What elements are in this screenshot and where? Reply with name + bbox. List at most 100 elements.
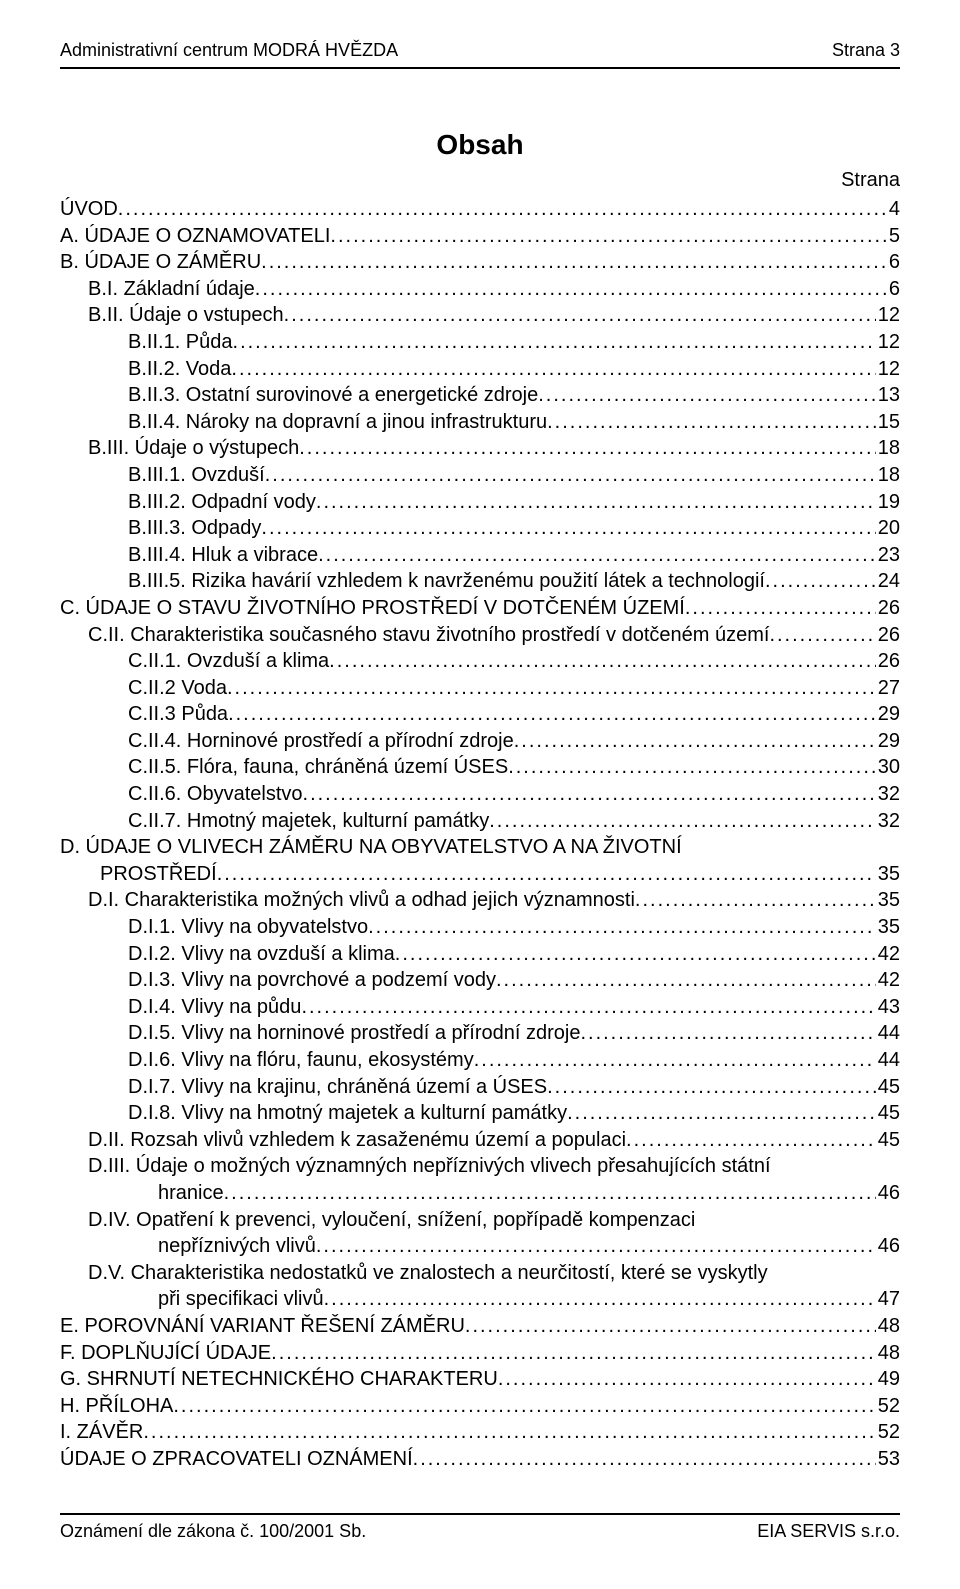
toc-text: B.III.1. Ovzduší bbox=[128, 462, 265, 489]
toc-page: 35 bbox=[876, 887, 900, 914]
toc-page: 26 bbox=[876, 595, 900, 622]
toc-page: 12 bbox=[876, 329, 900, 356]
toc-page: 52 bbox=[876, 1393, 900, 1420]
table-of-contents: ÚVOD4A. ÚDAJE O OZNAMOVATELI5B. ÚDAJE O … bbox=[60, 196, 900, 1473]
toc-text: C.II.7. Hmotný majetek, kulturní památky bbox=[128, 808, 489, 835]
toc-entry: D.I.8. Vlivy na hmotný majetek a kulturn… bbox=[60, 1100, 900, 1127]
toc-leader bbox=[301, 994, 875, 1021]
toc-entry-cont: nepříznivých vlivů46 bbox=[60, 1233, 900, 1260]
toc-text: C.II.3 Půda bbox=[128, 701, 228, 728]
toc-entry: C.II.5. Flóra, fauna, chráněná území ÚSE… bbox=[60, 754, 900, 781]
toc-page: 18 bbox=[876, 462, 900, 489]
toc-text: B. ÚDAJE O ZÁMĚRU bbox=[60, 249, 261, 276]
toc-page: 12 bbox=[876, 302, 900, 329]
header-left: Administrativní centrum MODRÁ HVĚZDA bbox=[60, 40, 398, 61]
toc-entry: B.I. Základní údaje6 bbox=[60, 276, 900, 303]
toc-text: B.II.4. Nároky na dopravní a jinou infra… bbox=[128, 409, 547, 436]
toc-leader bbox=[489, 808, 876, 835]
toc-text: C. ÚDAJE O STAVU ŽIVOTNÍHO PROSTŘEDÍ V D… bbox=[60, 595, 685, 622]
toc-entry: C.II.3 Půda 29 bbox=[60, 701, 900, 728]
toc-leader bbox=[118, 196, 887, 223]
toc-entry: D.I.6. Vlivy na flóru, faunu, ekosystémy… bbox=[60, 1047, 900, 1074]
toc-entry-cont: hranice46 bbox=[60, 1180, 900, 1207]
toc-text: nepříznivých vlivů bbox=[88, 1233, 316, 1260]
toc-entry: B.III.1. Ovzduší 18 bbox=[60, 462, 900, 489]
toc-entry: D.I.2. Vlivy na ovzduší a klima42 bbox=[60, 941, 900, 968]
toc-entry-cont: PROSTŘEDÍ35 bbox=[60, 861, 900, 888]
toc-leader bbox=[233, 329, 876, 356]
strana-label: Strana bbox=[60, 169, 900, 192]
toc-leader bbox=[173, 1393, 875, 1420]
toc-entry: F. DOPLŇUJÍCÍ ÚDAJE 48 bbox=[60, 1340, 900, 1367]
toc-entry: C.II.1. Ovzduší a klima26 bbox=[60, 648, 900, 675]
toc-page: 32 bbox=[876, 781, 900, 808]
toc-entry: H. PŘÍLOHA52 bbox=[60, 1393, 900, 1420]
toc-entry: C.II.2 Voda27 bbox=[60, 675, 900, 702]
toc-page: 48 bbox=[876, 1340, 900, 1367]
toc-page: 15 bbox=[876, 409, 900, 436]
toc-text: D.V. Charakteristika nedostatků ve znalo… bbox=[88, 1260, 768, 1287]
toc-leader bbox=[635, 887, 876, 914]
toc-entry: A. ÚDAJE O OZNAMOVATELI5 bbox=[60, 223, 900, 250]
toc-text: při specifikaci vlivů bbox=[88, 1286, 324, 1313]
toc-page: 27 bbox=[876, 675, 900, 702]
toc-leader bbox=[330, 223, 886, 250]
toc-leader bbox=[769, 622, 875, 649]
toc-text: F. DOPLŇUJÍCÍ ÚDAJE bbox=[60, 1340, 271, 1367]
toc-text: B.II.3. Ostatní surovinové a energetické… bbox=[128, 382, 538, 409]
toc-leader bbox=[413, 1446, 876, 1473]
toc-leader bbox=[765, 568, 876, 595]
title-block: Obsah bbox=[60, 129, 900, 161]
toc-leader bbox=[508, 754, 876, 781]
toc-page: 52 bbox=[876, 1419, 900, 1446]
toc-text: ÚDAJE O ZPRACOVATELI OZNÁMENÍ bbox=[60, 1446, 413, 1473]
toc-leader bbox=[329, 648, 876, 675]
toc-text: C.II.5. Flóra, fauna, chráněná území ÚSE… bbox=[128, 754, 508, 781]
toc-entry: D.I.7. Vlivy na krajinu, chráněná území … bbox=[60, 1074, 900, 1101]
toc-leader bbox=[580, 1020, 875, 1047]
toc-leader bbox=[143, 1419, 875, 1446]
toc-text: D.I.5. Vlivy na horninové prostředí a př… bbox=[128, 1020, 580, 1047]
toc-page: 44 bbox=[876, 1047, 900, 1074]
toc-page: 32 bbox=[876, 808, 900, 835]
toc-entry: B.II. Údaje o vstupech12 bbox=[60, 302, 900, 329]
toc-page: 48 bbox=[876, 1313, 900, 1340]
toc-text: D.IV. Opatření k prevenci, vyloučení, sn… bbox=[88, 1207, 695, 1234]
toc-leader bbox=[567, 1100, 876, 1127]
toc-page: 4 bbox=[887, 196, 900, 223]
toc-leader bbox=[465, 1313, 876, 1340]
toc-entry: G. SHRNUTÍ NETECHNICKÉHO CHARAKTERU49 bbox=[60, 1366, 900, 1393]
toc-text: C.II.6. Obyvatelstvo bbox=[128, 781, 303, 808]
toc-entry: C.II.7. Hmotný majetek, kulturní památky… bbox=[60, 808, 900, 835]
toc-entry: C.II.6. Obyvatelstvo 32 bbox=[60, 781, 900, 808]
toc-text: D.I.4. Vlivy na půdu bbox=[128, 994, 301, 1021]
page-footer: Oznámení dle zákona č. 100/2001 Sb. EIA … bbox=[60, 1513, 900, 1542]
toc-leader bbox=[217, 861, 876, 888]
toc-leader bbox=[547, 409, 876, 436]
toc-entry: D.III. Údaje o možných významných nepříz… bbox=[60, 1153, 900, 1180]
toc-leader bbox=[685, 595, 876, 622]
toc-page: 5 bbox=[887, 223, 900, 250]
toc-page: 45 bbox=[876, 1074, 900, 1101]
toc-entry: D.I.5. Vlivy na horninové prostředí a př… bbox=[60, 1020, 900, 1047]
toc-entry: E. POROVNÁNÍ VARIANT ŘEŠENÍ ZÁMĚRU48 bbox=[60, 1313, 900, 1340]
toc-leader bbox=[228, 701, 876, 728]
toc-page: 45 bbox=[876, 1127, 900, 1154]
toc-page: 42 bbox=[876, 941, 900, 968]
toc-leader bbox=[227, 675, 876, 702]
toc-leader bbox=[395, 941, 876, 968]
toc-text: D.III. Údaje o možných významných nepříz… bbox=[88, 1153, 771, 1180]
toc-text: B.III.2. Odpadní vody bbox=[128, 489, 316, 516]
toc-entry: D.IV. Opatření k prevenci, vyloučení, sn… bbox=[60, 1207, 900, 1234]
toc-page: 13 bbox=[876, 382, 900, 409]
toc-page: 29 bbox=[876, 701, 900, 728]
toc-page: 35 bbox=[876, 861, 900, 888]
toc-text: I. ZÁVĚR bbox=[60, 1419, 143, 1446]
toc-leader bbox=[547, 1074, 876, 1101]
toc-page: 26 bbox=[876, 648, 900, 675]
toc-leader bbox=[284, 302, 876, 329]
toc-leader bbox=[231, 356, 875, 383]
toc-leader bbox=[255, 276, 887, 303]
page-title: Obsah bbox=[60, 129, 900, 161]
toc-entry: B.III.4. Hluk a vibrace23 bbox=[60, 542, 900, 569]
